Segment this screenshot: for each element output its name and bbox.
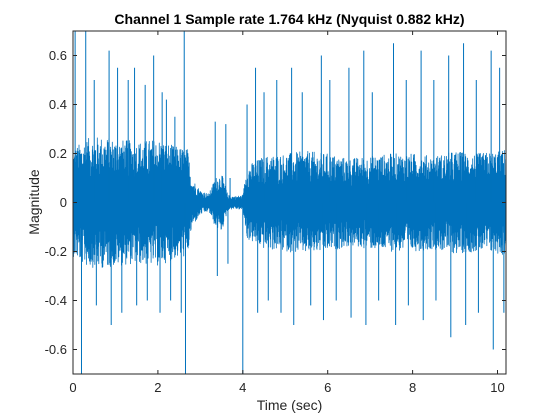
series-layer [73, 31, 506, 374]
y-tick-label: 0 [60, 195, 67, 210]
ticks-layer: 0 2 4 6 8 10 -0.6 -0.4 -0.2 0 0.2 0.4 0.6 [45, 31, 506, 395]
y-tick-label: 0.2 [49, 146, 67, 161]
y-tick-label: 0.4 [49, 97, 67, 112]
y-tick-label: -0.4 [45, 293, 67, 308]
x-tick-label: 6 [324, 380, 331, 395]
x-axis-label: Time (sec) [257, 397, 323, 413]
chart-title: Channel 1 Sample rate 1.764 kHz (Nyquist… [114, 11, 464, 27]
x-tick-label: 0 [69, 380, 76, 395]
series-line [73, 137, 506, 268]
y-tick-label: 0.6 [49, 48, 67, 63]
x-tick-label: 10 [490, 380, 504, 395]
y-tick-label: -0.2 [45, 244, 67, 259]
x-tick-label: 4 [239, 380, 246, 395]
y-tick-label: -0.6 [45, 342, 67, 357]
y-axis-label: Magnitude [26, 169, 42, 235]
x-tick-label: 2 [154, 380, 161, 395]
x-tick-label: 8 [409, 380, 416, 395]
